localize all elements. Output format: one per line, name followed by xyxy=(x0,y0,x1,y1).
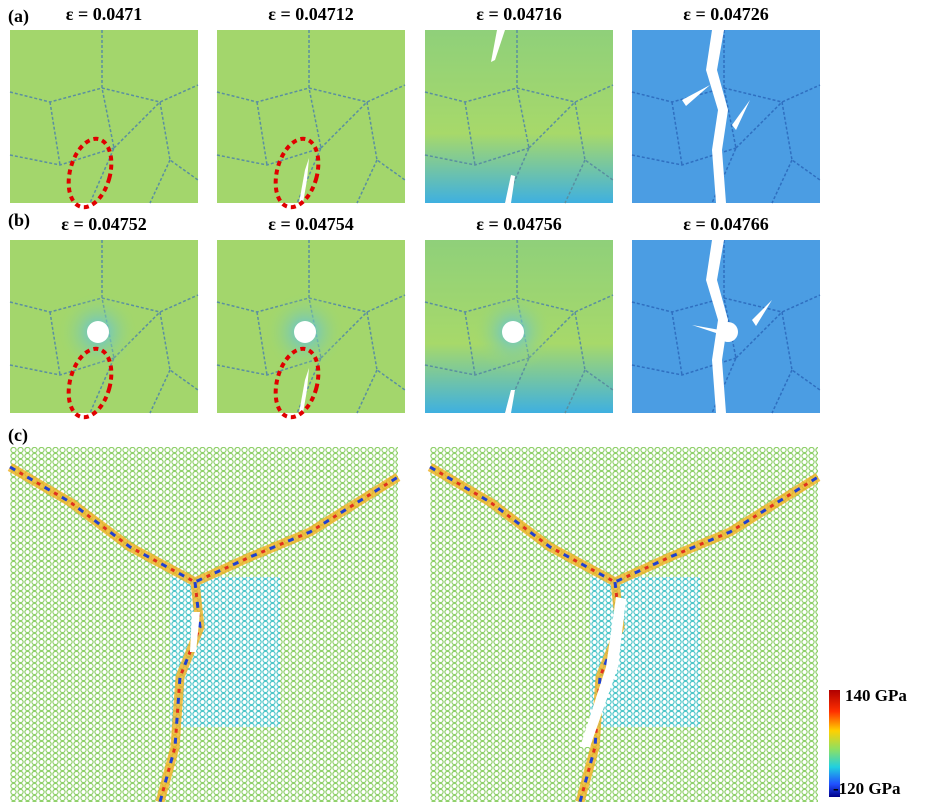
panel-label: (c) xyxy=(8,425,28,446)
frame xyxy=(425,30,613,203)
frame-title: ε = 0.04726 xyxy=(683,4,768,24)
panel-label: (a) xyxy=(8,6,29,27)
frame-title: ε = 0.04766 xyxy=(683,214,768,234)
frame-bg xyxy=(217,30,405,203)
panel-label: (b) xyxy=(8,210,30,231)
frame-bg xyxy=(10,30,198,203)
frame xyxy=(217,30,405,212)
hole xyxy=(87,321,109,343)
hole xyxy=(294,321,316,343)
colorbar-min: -120 GPa xyxy=(833,779,901,798)
frame-title: ε = 0.04716 xyxy=(476,4,561,24)
frame xyxy=(10,240,198,422)
frame-bg xyxy=(425,30,613,203)
hole xyxy=(718,322,738,342)
colorbar-max: 140 GPa xyxy=(845,686,907,705)
figure: (a) (b) (c) 140 GPa -120 GPa ε = 0.0471 ε… xyxy=(0,0,941,802)
atomistic-panel xyxy=(430,447,818,802)
frame-title: ε = 0.04712 xyxy=(268,4,353,24)
frame-title: ε = 0.04756 xyxy=(476,214,561,234)
frame xyxy=(632,30,820,203)
frame-title: ε = 0.0471 xyxy=(66,4,142,24)
frame xyxy=(217,240,405,422)
frame xyxy=(10,30,198,212)
frame xyxy=(632,240,820,413)
frame xyxy=(425,240,613,413)
atomistic-panel xyxy=(10,447,398,802)
frame-title: ε = 0.04752 xyxy=(61,214,146,234)
hole xyxy=(502,321,524,343)
frame-title: ε = 0.04754 xyxy=(268,214,353,234)
